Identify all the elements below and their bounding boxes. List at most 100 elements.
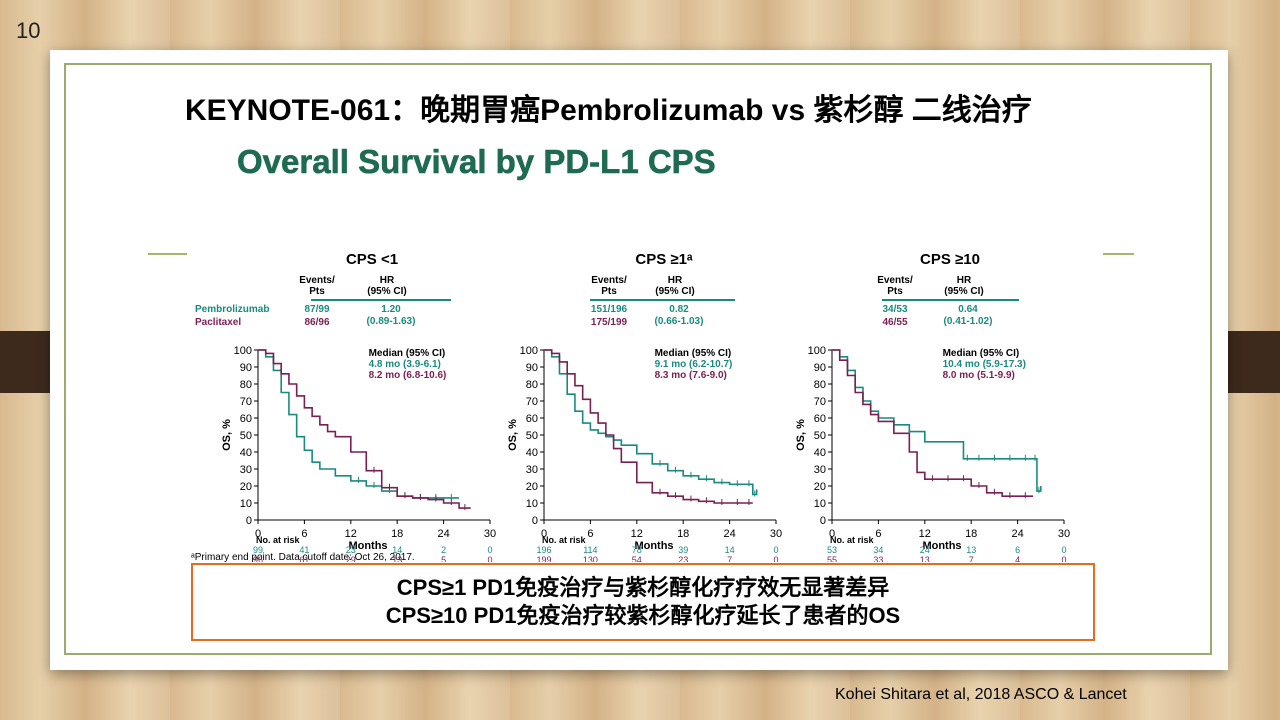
survival-curve-pembrolizumab: [832, 349, 1042, 492]
at-risk-value: 7: [727, 555, 732, 562]
y-tick-label: 100: [808, 345, 826, 357]
at-risk-value: 61: [299, 555, 309, 562]
survival-figure: Overall Survival by PD-L1 CPS ᵃPrimary e…: [187, 132, 1103, 562]
at-risk-value: 114: [583, 545, 597, 555]
conclusion-box: CPS≥1 PD1免疫治疗与紫杉醇化疗疗效无显著差异 CPS≥10 PD1免疫治…: [191, 563, 1095, 641]
y-axis-label: OS, %: [795, 419, 807, 451]
at-risk-value: 14: [725, 545, 735, 555]
at-risk-value: 0: [487, 545, 492, 555]
median-value: 9.1 mo (6.2-10.7): [655, 359, 733, 370]
median-value: 8.0 mo (5.1-9.9): [943, 370, 1015, 381]
x-tick-label: 0: [541, 528, 547, 540]
slide-card: KEYNOTE-061：晚期胃癌Pembrolizumab vs 紫杉醇 二线治…: [50, 50, 1228, 670]
table-header: HR: [380, 275, 395, 286]
x-tick-label: 30: [1058, 528, 1070, 540]
y-tick-label: 50: [240, 430, 252, 442]
x-tick-label: 18: [677, 528, 689, 540]
table-header: Pts: [309, 286, 325, 297]
at-risk-value: 53: [827, 545, 837, 555]
median-value: 10.4 mo (5.9-17.3): [943, 359, 1026, 370]
survival-curve-paclitaxel: [258, 349, 471, 509]
survival-charts-svg: Overall Survival by PD-L1 CPS ᵃPrimary e…: [191, 143, 1070, 562]
at-risk-value: 0: [773, 545, 778, 555]
x-tick-label: 30: [770, 528, 782, 540]
y-axis-label: OS, %: [507, 419, 519, 451]
at-risk-value: 24: [920, 545, 930, 555]
table-header: (95% CI): [367, 286, 406, 297]
footnote: ᵃPrimary end point. Data cutoff date: Oc…: [191, 552, 415, 562]
table-header: Pts: [887, 286, 903, 297]
y-tick-label: 30: [240, 464, 252, 476]
y-tick-label: 40: [814, 447, 826, 459]
x-tick-label: 30: [484, 528, 496, 540]
table-header: Pts: [601, 286, 617, 297]
y-axis-label: OS, %: [221, 419, 233, 451]
at-risk-value: 23: [678, 555, 688, 562]
at-risk-label: No. at risk: [542, 535, 587, 545]
at-risk-value: 13: [920, 555, 930, 562]
at-risk-value: 6: [1015, 545, 1020, 555]
x-tick-label: 18: [391, 528, 403, 540]
y-tick-label: 90: [240, 362, 252, 374]
median-header: Median (95% CI): [369, 348, 446, 359]
hazard-ratio: (0.66-1.03): [655, 316, 704, 327]
hazard-ratio: (0.41-1.02): [944, 316, 993, 327]
at-risk-value: 99: [253, 545, 263, 555]
hazard-ratio: 0.82: [669, 304, 689, 315]
y-tick-label: 30: [814, 464, 826, 476]
x-tick-label: 12: [919, 528, 931, 540]
median-header: Median (95% CI): [655, 348, 732, 359]
at-risk-value: 0: [773, 555, 778, 562]
at-risk-value: 55: [827, 555, 837, 562]
at-risk-label: No. at risk: [256, 535, 301, 545]
events-pts: 46/55: [882, 317, 907, 328]
at-risk-value: 196: [536, 545, 551, 555]
card-frame: [64, 63, 1212, 655]
at-risk-value: 39: [678, 545, 688, 555]
x-tick-label: 24: [437, 528, 449, 540]
y-tick-label: 30: [526, 464, 538, 476]
x-axis-label: Months: [922, 540, 961, 552]
at-risk-value: 78: [632, 545, 642, 555]
x-tick-label: 12: [345, 528, 357, 540]
y-tick-label: 90: [814, 362, 826, 374]
at-risk-value: 23: [346, 545, 356, 555]
survival-curve-paclitaxel: [832, 349, 1034, 497]
y-tick-label: 0: [532, 515, 538, 527]
y-tick-label: 0: [246, 515, 252, 527]
y-tick-label: 40: [526, 447, 538, 459]
y-tick-label: 20: [814, 481, 826, 493]
table-header: HR: [668, 275, 683, 286]
table-header: Events/: [299, 275, 335, 286]
y-tick-label: 50: [526, 430, 538, 442]
panel-title: CPS ≥1ᵃ: [635, 251, 693, 268]
median-header: Median (95% CI): [943, 348, 1020, 359]
y-tick-label: 10: [526, 498, 538, 510]
at-risk-value: 130: [583, 555, 598, 562]
events-pts: 86/96: [304, 317, 329, 328]
y-tick-label: 10: [240, 498, 252, 510]
at-risk-value: 13: [966, 545, 976, 555]
at-risk-value: 0: [1061, 555, 1066, 562]
y-tick-label: 80: [526, 379, 538, 391]
x-tick-label: 0: [255, 528, 261, 540]
y-tick-label: 20: [240, 481, 252, 493]
table-header: (95% CI): [944, 286, 983, 297]
table-header: Events/: [877, 275, 913, 286]
hazard-ratio: 1.20: [381, 304, 401, 315]
divider-left: [148, 253, 188, 255]
y-tick-label: 70: [240, 396, 252, 408]
x-axis-label: Months: [634, 540, 673, 552]
x-tick-label: 0: [829, 528, 835, 540]
y-tick-label: 100: [520, 345, 538, 357]
table-header: Events/: [591, 275, 627, 286]
at-risk-value: 41: [299, 545, 309, 555]
x-tick-label: 18: [965, 528, 977, 540]
y-tick-label: 60: [814, 413, 826, 425]
arm-label: Pembrolizumab: [195, 304, 269, 315]
panel-title: CPS ≥10: [920, 251, 980, 268]
at-risk-value: 29: [346, 555, 356, 562]
at-risk-value: 4: [1015, 555, 1020, 562]
y-tick-label: 20: [526, 481, 538, 493]
panel-title: CPS <1: [346, 251, 398, 268]
